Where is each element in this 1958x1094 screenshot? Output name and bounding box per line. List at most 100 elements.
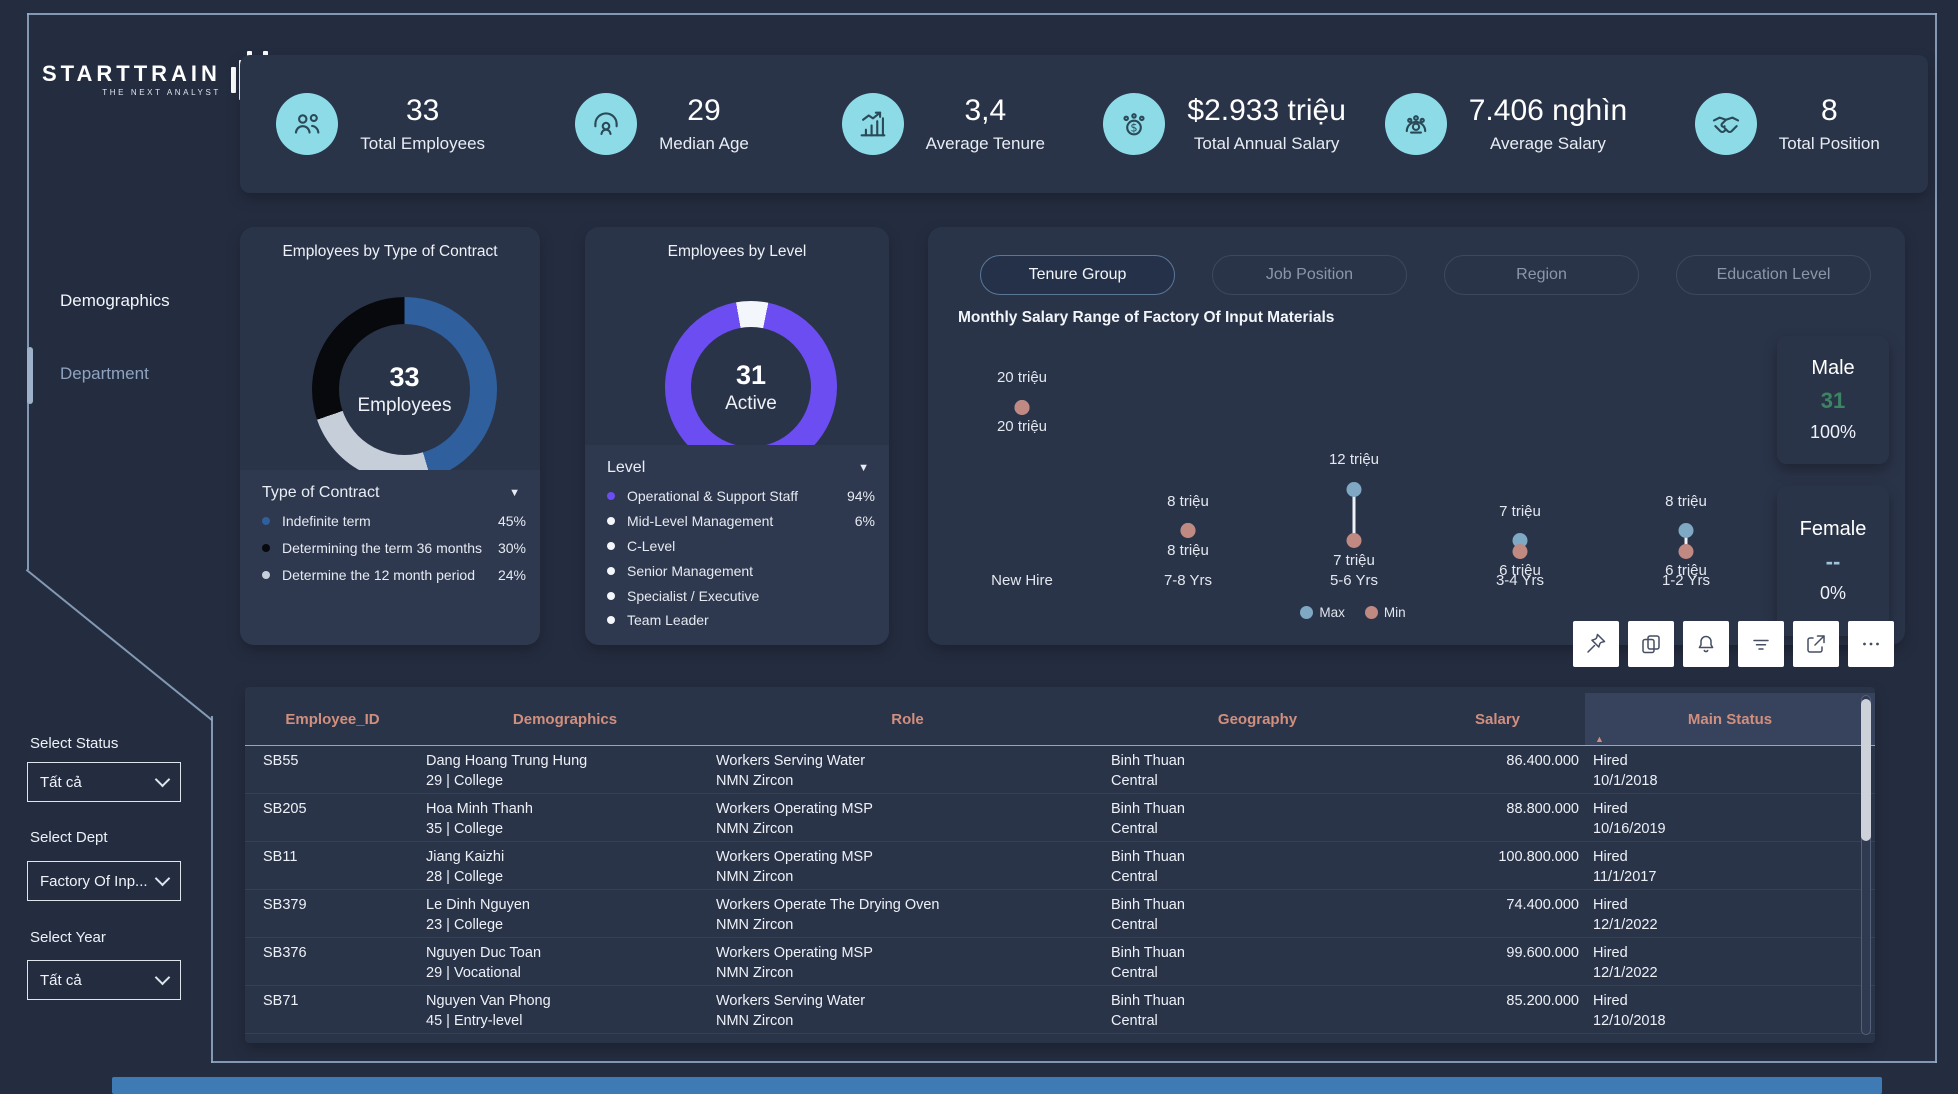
min-dot [1512, 543, 1528, 559]
employee-age-education: 35 | College [426, 821, 504, 837]
legend-item-determine-the-12-month-period[interactable]: Determine the 12 month period 24% [258, 566, 526, 585]
bell-button[interactable] [1683, 621, 1729, 667]
level-donut-chart[interactable]: 31 Active [665, 301, 837, 473]
column-header-salary[interactable]: Salary [1474, 710, 1521, 728]
dumbbell-group-1-2-yrs[interactable]: 8 triệu 6 triệu 1-2 Yrs [1603, 227, 1769, 645]
role-title: Workers Operating MSP [716, 945, 873, 961]
bell-icon [1694, 632, 1718, 656]
role-company: NMN Zircon [716, 965, 794, 981]
role-cell: Workers Operating MSP NMN Zircon [710, 847, 1105, 889]
min-dot [1180, 523, 1196, 539]
status-cell: Hired 10/16/2019 [1585, 799, 1875, 841]
donut-center: 31 Active [691, 327, 811, 447]
kpi-card-total-position: 8 Total Position [1647, 93, 1928, 155]
max-value-label: 7 triệu [1499, 502, 1541, 520]
scrollbar-thumb[interactable] [1861, 699, 1871, 841]
filter-label-select-year: Select Year [30, 929, 106, 946]
status-value: Hired [1593, 801, 1628, 817]
tab-job-position[interactable]: Job Position [1212, 255, 1407, 295]
column-header-geography[interactable]: Geography [1217, 710, 1298, 728]
kpi-label: Total Annual Salary [1193, 134, 1340, 153]
contract-donut-chart[interactable]: 33 Employees [312, 297, 497, 482]
legend-item-operational-support-staff[interactable]: Operational & Support Staff 94% [603, 487, 875, 506]
salary-range-panel: Tenure Group Job Position Region Education … [928, 227, 1905, 645]
max-value-label: 8 triệu [1665, 492, 1707, 510]
legend-item-team-leader[interactable]: Team Leader [603, 611, 875, 630]
legend-item-c-level[interactable]: C-Level [603, 537, 875, 556]
filter-dropdown-select-status[interactable]: Tất cả [27, 762, 181, 802]
table-row[interactable]: SB205 Hoa Minh Thanh 35 | College Workers O… [245, 794, 1875, 842]
dumbbell-group-3-4-yrs[interactable]: 7 triệu 6 triệu 3-4 Yrs [1437, 227, 1603, 645]
copy-icon [1639, 632, 1663, 656]
employee-id: SB376 [263, 945, 307, 961]
demographics-cell: Hoa Minh Thanh 35 | College [420, 799, 710, 841]
legend-header[interactable]: Level ▼ [603, 457, 875, 487]
kpi-value: 7.406 nghìn [1468, 94, 1628, 127]
legend-header[interactable]: Type of Contract ▼ [258, 482, 526, 512]
dropdown-caret-icon[interactable]: ▼ [858, 462, 869, 474]
table-body: SB55 Dang Hoang Trung Hung 29 | College Wor… [245, 746, 1875, 1034]
kpi-card-total-employees: 33 Total Employees [240, 93, 521, 155]
column-header-role[interactable]: Role [891, 710, 924, 728]
table-row[interactable]: SB55 Dang Hoang Trung Hung 29 | College Wor… [245, 746, 1875, 794]
dumbbell-group-7-8-yrs[interactable]: 8 triệu 8 triệu 7-8 Yrs [1105, 227, 1271, 645]
max-value-label: 12 triệu [1328, 451, 1380, 469]
legend-item-indefinite-term[interactable]: Indefinite term 45% [258, 512, 526, 531]
legend-item-senior-management[interactable]: Senior Management [603, 562, 875, 581]
legend-min: Min [1364, 605, 1406, 620]
table-row[interactable]: SB11 Jiang Kaizhi 28 | College Workers Oper… [245, 842, 1875, 890]
kpi-card-average-tenure: 3,4 Average Tenure [803, 93, 1084, 155]
legend-item-determining-the-term-36-months[interactable]: Determining the term 36 months 30% [258, 539, 526, 558]
column-header-employee-id[interactable]: Employee_ID [285, 710, 380, 728]
pin-button[interactable] [1573, 621, 1619, 667]
status-value: Hired [1593, 897, 1628, 913]
copy-button[interactable] [1628, 621, 1674, 667]
popout-button[interactable] [1793, 621, 1839, 667]
kpi-value: 29 [687, 94, 721, 127]
employee-name: Nguyen Duc Toan [426, 945, 542, 961]
role-cell: Workers Operating MSP NMN Zircon [710, 799, 1105, 841]
dumbbell-group-new-hire[interactable]: 20 triệu 20 triệu New Hire [939, 227, 1105, 645]
salary-value: 74.400.000 [1506, 897, 1579, 913]
min-dot [1678, 543, 1694, 559]
sidebar-item-demographics[interactable]: Demographics [60, 291, 170, 310]
role-company: NMN Zircon [716, 869, 794, 885]
table-row[interactable]: SB376 Nguyen Duc Toan 29 | Vocational Worke… [245, 938, 1875, 986]
bottom-accent-strip [112, 1077, 1882, 1094]
legend-item-specialist-executive[interactable]: Specialist / Executive [603, 587, 875, 606]
status-cell: Hired 12/1/2022 [1585, 943, 1875, 985]
table-row[interactable]: SB379 Le Dinh Nguyen 23 | College Workers O… [245, 890, 1875, 938]
legend-max-swatch [1300, 606, 1314, 619]
sidebar-item-department[interactable]: Department [60, 364, 149, 383]
employee-age-education: 29 | Vocational [426, 965, 521, 981]
more-button[interactable] [1848, 621, 1894, 667]
geo-province: Binh Thuan [1111, 753, 1185, 769]
gender-count: 31 [1820, 388, 1846, 413]
column-header-demographics[interactable]: Demographics [512, 710, 618, 728]
filter-button[interactable] [1738, 621, 1784, 667]
legend-min-swatch [1364, 606, 1378, 619]
column-header-main-status[interactable]: Main Status ▲ [1585, 693, 1875, 745]
geo-area: Central [1111, 965, 1158, 981]
panel-title: Employees by Level [667, 243, 807, 260]
legend-bullet [607, 516, 615, 525]
filter-dropdown-select-year[interactable]: Tất cả [27, 960, 181, 1000]
tab-region[interactable]: Region [1444, 255, 1639, 295]
dumbbell-group-5-6-yrs[interactable]: 12 triệu 7 triệu 5-6 Yrs [1271, 227, 1437, 645]
legend-bullet [607, 566, 615, 575]
panel-title: Employees by Type of Contract [282, 243, 498, 260]
table-row[interactable]: SB71 Nguyen Van Phong 45 | Entry-level Work… [245, 986, 1875, 1034]
geo-area: Central [1111, 917, 1158, 933]
geography-cell: Binh Thuan Central [1105, 943, 1410, 985]
tab-education-level[interactable]: Education Level [1676, 255, 1871, 295]
legend-item-mid-level-management[interactable]: Mid-Level Management 6% [603, 512, 875, 531]
employee-id: SB379 [263, 897, 307, 913]
geography-cell: Binh Thuan Central [1105, 751, 1410, 793]
filter-dropdown-select-dept[interactable]: Factory Of Inp... [27, 861, 181, 901]
tab-tenure-group[interactable]: Tenure Group [980, 255, 1175, 295]
dropdown-caret-icon[interactable]: ▼ [509, 487, 520, 499]
legend-label: C-Level [627, 537, 676, 554]
legend-max: Max [1300, 605, 1345, 620]
scrollbar-track[interactable] [1861, 695, 1871, 1035]
salary-value: 86.400.000 [1506, 753, 1579, 769]
